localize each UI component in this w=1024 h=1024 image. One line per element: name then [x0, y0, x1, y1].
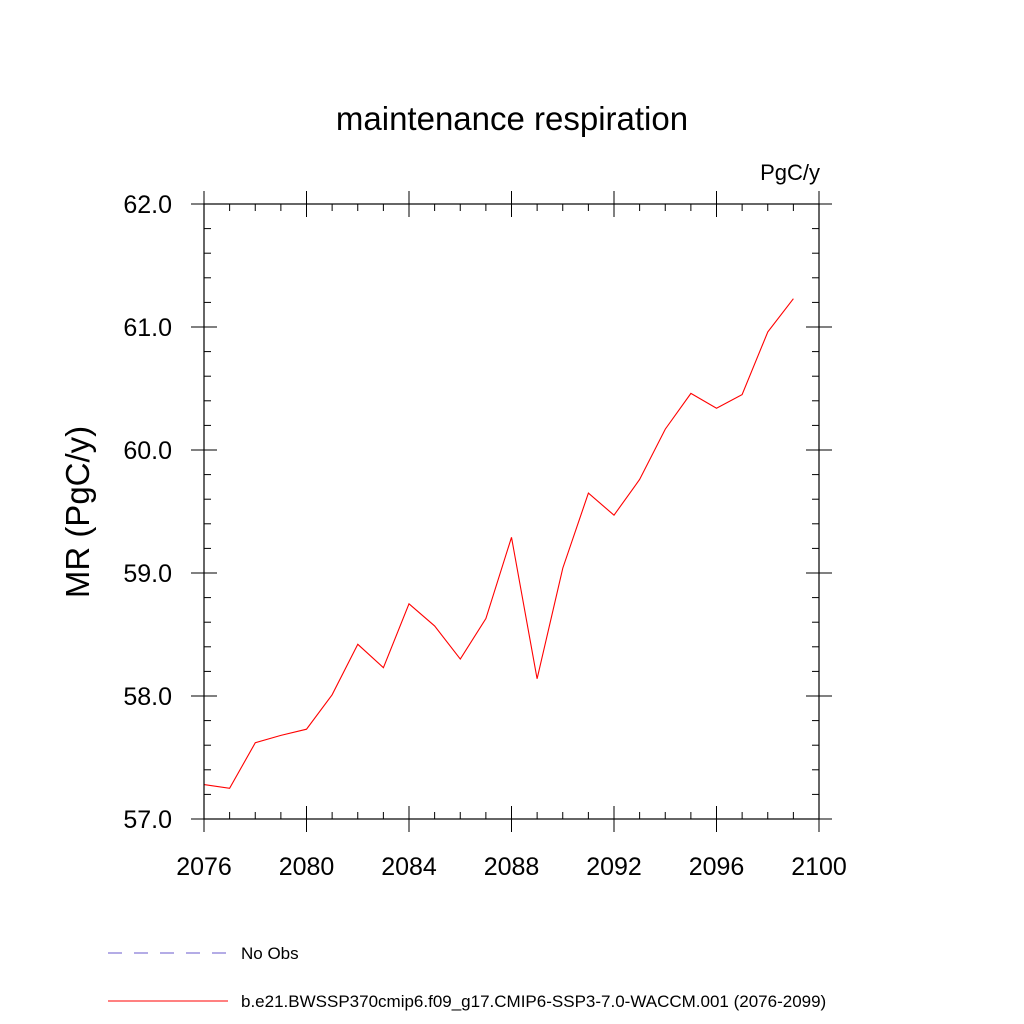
y-tick-label: 59.0 [123, 560, 172, 588]
y-tick-labels: 57.0 58.0 59.0 60.0 61.0 62.0 [123, 191, 172, 834]
axis-ticks [191, 191, 832, 832]
data-series [203, 298, 794, 789]
x-tick-label: 2084 [381, 853, 437, 881]
legend-label-model: b.e21.BWSSP370cmip6.f09_g17.CMIP6-SSP3-7… [241, 992, 826, 1011]
units-label: PgC/y [760, 160, 820, 185]
y-tick-label: 60.0 [123, 437, 172, 465]
x-tick-label: 2100 [791, 853, 847, 881]
legend: No Obs b.e21.BWSSP370cmip6.f09_g17.CMIP6… [108, 944, 826, 1011]
x-tick-labels: 2076 2080 2084 2088 2092 2096 2100 [176, 853, 847, 881]
y-tick-label: 62.0 [123, 191, 172, 219]
x-tick-label: 2092 [586, 853, 642, 881]
series-line [203, 298, 794, 789]
plot-frame [203, 203, 820, 820]
x-tick-label: 2088 [484, 853, 540, 881]
y-axis-label: MR (PgC/y) [59, 426, 96, 598]
x-tick-label: 2080 [279, 853, 335, 881]
x-tick-label: 2076 [176, 853, 232, 881]
y-tick-label: 58.0 [123, 683, 172, 711]
x-tick-label: 2096 [689, 853, 745, 881]
y-tick-label: 61.0 [123, 314, 172, 342]
legend-label-no-obs: No Obs [241, 944, 299, 963]
y-tick-label: 57.0 [123, 806, 172, 834]
chart-title: maintenance respiration [336, 100, 688, 137]
